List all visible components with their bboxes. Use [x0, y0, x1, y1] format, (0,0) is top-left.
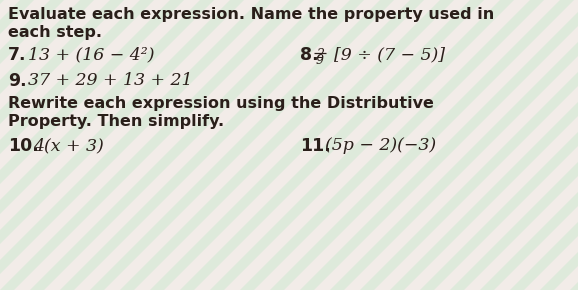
Polygon shape: [0, 0, 124, 290]
Text: 2: 2: [316, 48, 324, 61]
Polygon shape: [60, 0, 364, 290]
Polygon shape: [540, 0, 578, 290]
Polygon shape: [120, 0, 424, 290]
Polygon shape: [570, 0, 578, 290]
Polygon shape: [0, 0, 154, 290]
Text: 4(x + 3): 4(x + 3): [33, 137, 103, 154]
Polygon shape: [450, 0, 578, 290]
Polygon shape: [480, 0, 578, 290]
Text: 13 + (16 − 4²): 13 + (16 − 4²): [28, 46, 154, 63]
Polygon shape: [0, 0, 274, 290]
Polygon shape: [150, 0, 454, 290]
Polygon shape: [0, 0, 4, 290]
Text: 11.: 11.: [300, 137, 331, 155]
Text: 10.: 10.: [8, 137, 39, 155]
Text: [9 ÷ (7 − 5)]: [9 ÷ (7 − 5)]: [334, 46, 445, 63]
Polygon shape: [360, 0, 578, 290]
Polygon shape: [420, 0, 578, 290]
Text: 7.: 7.: [8, 46, 27, 64]
Polygon shape: [510, 0, 578, 290]
Polygon shape: [300, 0, 578, 290]
Text: each step.: each step.: [8, 25, 102, 40]
Polygon shape: [90, 0, 394, 290]
Polygon shape: [330, 0, 578, 290]
Polygon shape: [0, 0, 34, 290]
Text: Rewrite each expression using the Distributive: Rewrite each expression using the Distri…: [8, 96, 434, 111]
Polygon shape: [30, 0, 334, 290]
Text: Property. Then simplify.: Property. Then simplify.: [8, 114, 224, 129]
Polygon shape: [180, 0, 484, 290]
Polygon shape: [0, 0, 184, 290]
Text: Evaluate each expression. Name the property used in: Evaluate each expression. Name the prope…: [8, 7, 494, 22]
Polygon shape: [0, 0, 304, 290]
Text: (5p − 2)(−3): (5p − 2)(−3): [325, 137, 436, 154]
Polygon shape: [210, 0, 514, 290]
Text: 8.: 8.: [300, 46, 318, 64]
Polygon shape: [0, 0, 214, 290]
Polygon shape: [0, 0, 64, 290]
Polygon shape: [240, 0, 544, 290]
Polygon shape: [0, 0, 244, 290]
Polygon shape: [0, 0, 94, 290]
Text: 37 + 29 + 13 + 21: 37 + 29 + 13 + 21: [28, 72, 192, 89]
Polygon shape: [390, 0, 578, 290]
Polygon shape: [270, 0, 574, 290]
Text: 9: 9: [316, 54, 324, 67]
Text: 9.: 9.: [8, 72, 27, 90]
